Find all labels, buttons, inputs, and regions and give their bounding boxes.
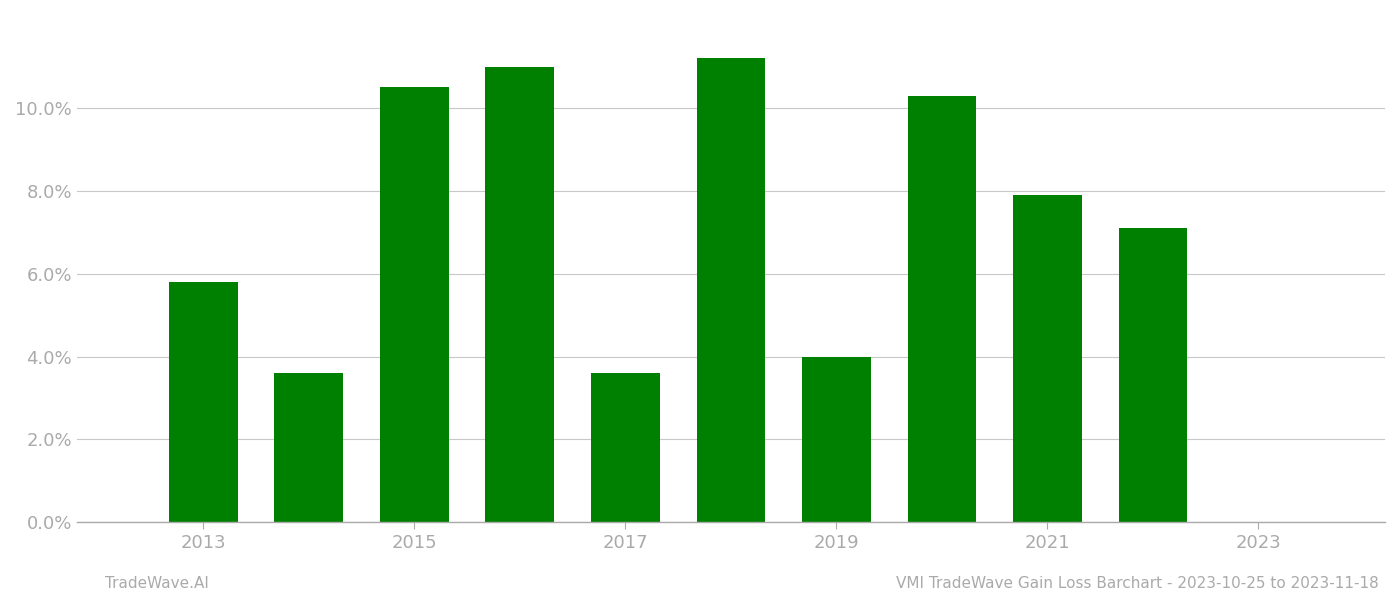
Bar (169, 282, 238, 522)
Bar (1119, 228, 1187, 522)
Text: VMI TradeWave Gain Loss Barchart - 2023-10-25 to 2023-11-18: VMI TradeWave Gain Loss Barchart - 2023-… (896, 576, 1379, 591)
Bar (379, 88, 448, 522)
Bar (907, 96, 976, 522)
Bar (1014, 195, 1082, 522)
Bar (274, 373, 343, 522)
Bar (802, 356, 871, 522)
Bar (697, 58, 764, 522)
Bar (591, 373, 659, 522)
Bar (486, 67, 554, 522)
Text: TradeWave.AI: TradeWave.AI (105, 576, 209, 591)
